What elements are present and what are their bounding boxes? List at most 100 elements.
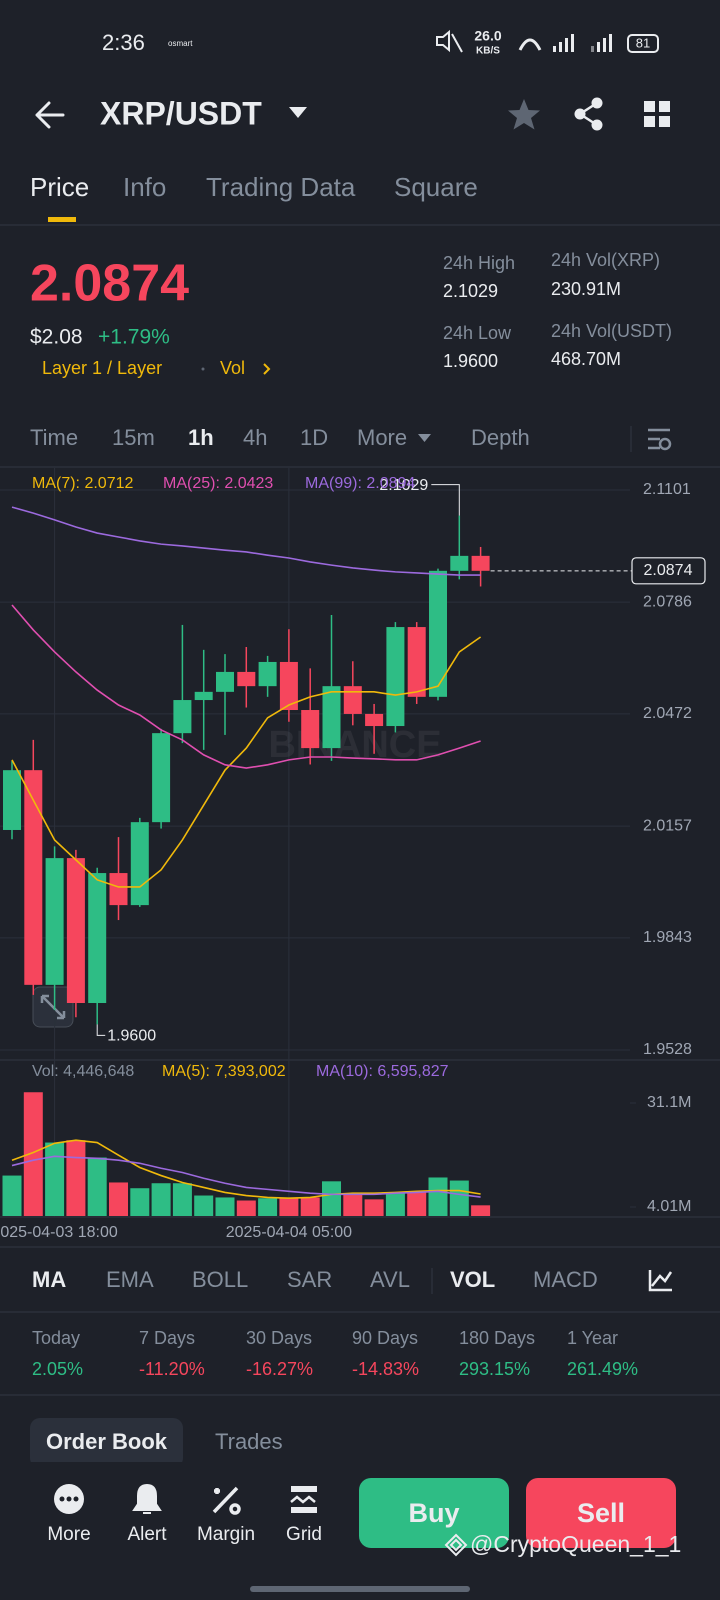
indicator[interactable]: MACD bbox=[533, 1267, 598, 1292]
volume-bar bbox=[343, 1193, 363, 1216]
nav-label[interactable]: More bbox=[47, 1524, 90, 1545]
volume-legend: Vol: 4,446,648 bbox=[32, 1063, 134, 1080]
candle-body bbox=[450, 555, 469, 571]
watermark-logo bbox=[444, 1533, 468, 1557]
vol-link[interactable]: Vol bbox=[220, 358, 245, 378]
stat-value: 2.1029 bbox=[443, 281, 498, 301]
last-price: 2.0874 bbox=[30, 255, 189, 313]
interval[interactable]: 1h bbox=[188, 425, 214, 450]
nav-label[interactable]: Alert bbox=[127, 1524, 167, 1545]
alert-icon[interactable] bbox=[132, 1483, 162, 1514]
indicator[interactable]: EMA bbox=[106, 1267, 154, 1292]
volume-tick-label: 31.1M bbox=[647, 1094, 691, 1111]
tab[interactable]: Square bbox=[394, 172, 478, 202]
status-icons bbox=[436, 29, 659, 53]
stat-value: 1.9600 bbox=[443, 351, 498, 371]
y-tick-label: 2.0786 bbox=[643, 593, 692, 610]
category-tag[interactable]: Layer 1 / Layer bbox=[42, 358, 162, 378]
tab[interactable]: Price bbox=[30, 172, 89, 202]
volume-tick-label: 4.01M bbox=[647, 1198, 691, 1215]
interval[interactable]: 15m bbox=[112, 425, 155, 450]
stat-value: 468.70M bbox=[551, 349, 621, 369]
period-change: -16.27% bbox=[246, 1359, 313, 1379]
interval[interactable]: 1D bbox=[300, 425, 328, 450]
stat-label: 24h High bbox=[443, 253, 515, 273]
candle-body bbox=[173, 700, 192, 734]
volume-bar bbox=[87, 1157, 107, 1216]
volume-bar bbox=[130, 1188, 150, 1216]
vol-chevron[interactable] bbox=[263, 363, 271, 375]
favorite-star[interactable] bbox=[508, 99, 540, 130]
interval[interactable]: Time bbox=[30, 425, 78, 450]
pair-title[interactable]: XRP/USDT bbox=[100, 95, 262, 131]
interval[interactable]: 4h bbox=[243, 425, 267, 450]
volume-bar bbox=[66, 1140, 86, 1216]
candle-body bbox=[130, 822, 149, 906]
volume-bar bbox=[109, 1182, 128, 1216]
dot bbox=[201, 367, 205, 371]
tab[interactable]: Info bbox=[123, 172, 166, 202]
volume-legend: MA(5): 7,393,002 bbox=[162, 1063, 286, 1080]
candle-body bbox=[194, 691, 213, 701]
candle-body bbox=[429, 570, 447, 697]
indicator[interactable]: AVL bbox=[370, 1267, 410, 1292]
indicator[interactable]: SAR bbox=[287, 1267, 332, 1292]
book-tab[interactable]: Trades bbox=[215, 1429, 283, 1454]
interval[interactable]: Depth bbox=[471, 425, 530, 450]
last-price-box bbox=[631, 557, 706, 585]
candle-body bbox=[386, 627, 405, 727]
candle-body bbox=[343, 686, 362, 714]
sell-button[interactable] bbox=[526, 1478, 676, 1548]
interval[interactable]: More bbox=[357, 425, 407, 450]
book-tab[interactable]: Order Book bbox=[46, 1429, 168, 1454]
net-speed-unit: KB/S bbox=[476, 46, 500, 57]
indicator[interactable]: VOL bbox=[450, 1267, 495, 1292]
candle-body bbox=[3, 770, 21, 830]
period-label: 30 Days bbox=[246, 1328, 312, 1348]
nav-label[interactable]: Grid bbox=[286, 1524, 322, 1545]
sell-label[interactable]: Sell bbox=[577, 1498, 625, 1528]
x-tick-label: 2025-04-04 05:00 bbox=[226, 1224, 352, 1241]
period-change: 261.49% bbox=[567, 1359, 638, 1379]
more-icon[interactable] bbox=[54, 1484, 84, 1514]
indicator-settings[interactable] bbox=[648, 1270, 673, 1292]
candle-body bbox=[407, 627, 426, 697]
price-change: +1.79% bbox=[98, 326, 170, 349]
back-button[interactable] bbox=[35, 101, 65, 129]
ma-legend: MA(99): 2.0894 bbox=[305, 475, 415, 492]
candle-body bbox=[237, 671, 256, 687]
candle-body bbox=[152, 733, 171, 823]
period-label: 7 Days bbox=[139, 1328, 195, 1348]
layout-button[interactable] bbox=[644, 101, 670, 127]
volume-bar bbox=[236, 1200, 256, 1216]
candle-body bbox=[322, 686, 341, 749]
low-marker-label: 1.9600 bbox=[107, 1028, 156, 1045]
period-change: 293.15% bbox=[459, 1359, 530, 1379]
chart-settings-gear[interactable] bbox=[658, 437, 672, 451]
buy-label[interactable]: Buy bbox=[408, 1498, 459, 1528]
pair-dropdown[interactable] bbox=[289, 107, 307, 118]
indicator[interactable]: BOLL bbox=[192, 1267, 248, 1292]
grid-icon[interactable] bbox=[290, 1486, 317, 1513]
period-change: -11.20% bbox=[139, 1359, 205, 1379]
order-book-tab-bg[interactable] bbox=[30, 1418, 183, 1468]
user-watermark: @CryptoQueen_1_1 bbox=[470, 1531, 681, 1557]
volume-bar bbox=[471, 1205, 491, 1216]
volume-bar bbox=[449, 1180, 469, 1216]
period-label: 90 Days bbox=[352, 1328, 418, 1348]
volume-bar bbox=[364, 1199, 384, 1216]
margin-icon[interactable] bbox=[212, 1486, 241, 1515]
usd-price: $2.08 bbox=[30, 326, 83, 349]
carrier: osmart bbox=[168, 39, 193, 48]
nav-label[interactable]: Margin bbox=[197, 1524, 255, 1545]
candle-body bbox=[279, 661, 298, 711]
tab[interactable]: Trading Data bbox=[206, 172, 356, 202]
indicator[interactable]: MA bbox=[32, 1267, 66, 1292]
buy-button[interactable] bbox=[359, 1478, 509, 1548]
more-dropdown[interactable] bbox=[418, 434, 431, 442]
share-button[interactable] bbox=[574, 97, 603, 131]
chart-settings[interactable] bbox=[648, 428, 670, 450]
fullscreen-button[interactable] bbox=[32, 986, 74, 1028]
candle-body bbox=[258, 661, 277, 687]
